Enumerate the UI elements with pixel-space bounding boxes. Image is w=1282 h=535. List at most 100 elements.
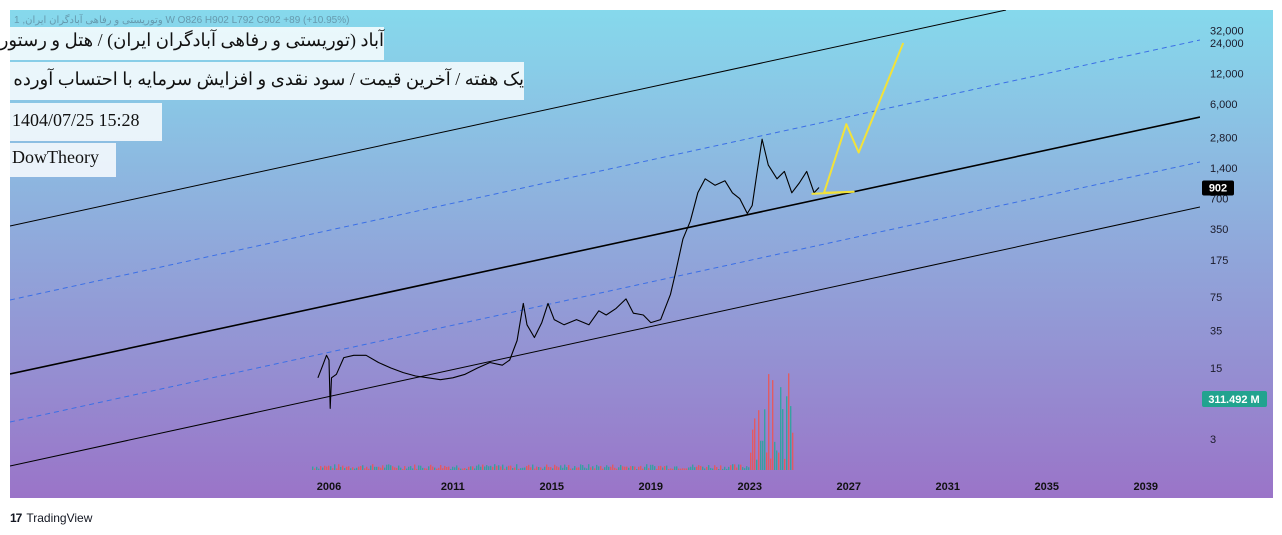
volume-bar [642, 468, 644, 470]
volume-bar [414, 464, 416, 470]
tradingview-brand-name: TradingView [26, 511, 93, 525]
volume-bar [624, 466, 626, 470]
volume-bar [584, 467, 586, 470]
x-tick-label: 2035 [1035, 481, 1059, 493]
volume-bar [598, 466, 600, 470]
volume-bar [398, 465, 400, 470]
volume-bar [638, 466, 640, 470]
volume-bar [636, 468, 638, 470]
volume-bar [402, 468, 404, 470]
volume-bar [542, 468, 544, 470]
volume-bar [506, 466, 508, 470]
volume-bar [630, 466, 632, 470]
volume-bar [522, 467, 524, 470]
volume-bar [392, 466, 394, 470]
volume-bar [390, 465, 392, 470]
volume-bar [776, 450, 778, 470]
volume-bar [544, 466, 546, 470]
volume-bar [606, 465, 608, 470]
volume-bar [574, 466, 576, 470]
volume-bar [474, 468, 476, 470]
volume-bar [334, 464, 336, 470]
volume-bar [646, 464, 648, 470]
volume-bar [612, 464, 614, 470]
volume-bar [434, 467, 436, 470]
volume-bar [616, 468, 618, 470]
volume-bar [732, 464, 734, 470]
volume-bar [658, 465, 660, 470]
volume-bar [386, 464, 388, 470]
volume-bar [326, 466, 328, 470]
volume-bar [320, 466, 322, 470]
volume-bar [530, 467, 532, 470]
volume-bar [694, 467, 696, 470]
volume-bar [498, 465, 500, 470]
volume-bar [770, 458, 772, 470]
volume-bar [556, 466, 558, 470]
volume-bar [444, 465, 446, 470]
volume-bar [558, 467, 560, 470]
volume-bar [570, 468, 572, 470]
volume-bar [724, 466, 726, 470]
volume-bar [722, 468, 724, 470]
volume-bar [418, 465, 420, 470]
volume-bar [352, 467, 354, 470]
volume-bar [476, 465, 478, 470]
volume-bar [748, 467, 750, 470]
volume-bar [450, 468, 452, 470]
volume-bar [394, 467, 396, 470]
volume-bar [734, 464, 736, 470]
regression-channel [10, 10, 1200, 467]
volume-bar [464, 468, 466, 470]
volume-bar [592, 466, 594, 470]
volume-bar [688, 467, 690, 470]
volume-bar [666, 465, 668, 470]
x-tick-label: 2027 [837, 481, 861, 493]
volume-bar [448, 466, 450, 470]
volume-bar [792, 432, 794, 470]
volume-bar [680, 468, 682, 470]
volume-bar [520, 468, 522, 470]
volume-bar [438, 467, 440, 470]
volume-bar [690, 466, 692, 470]
volume-bar [336, 468, 338, 470]
volume-bar [594, 468, 596, 470]
volume-bar [318, 468, 320, 470]
volume-bar [660, 465, 662, 470]
volume-bar [686, 468, 688, 470]
volume-bar [536, 466, 538, 470]
volume-bar [626, 466, 628, 470]
volume-bar [322, 467, 324, 470]
price-line [317, 138, 820, 409]
y-tick-label: 175 [1210, 255, 1228, 267]
chart-title: آباد (توریستی و رفاهی آبادگران ایران) / … [0, 27, 384, 60]
volume-bar [720, 465, 722, 470]
x-tick-label: 2015 [540, 481, 564, 493]
volume-bar [502, 464, 504, 470]
y-tick-label: 35 [1210, 326, 1222, 338]
volume-bar [652, 464, 654, 470]
volume-bar [512, 467, 514, 470]
volume-badge [1202, 391, 1267, 407]
volume-bar [676, 466, 678, 470]
volume-bar [712, 468, 714, 470]
volume-bar [360, 465, 362, 470]
volume-bar [702, 466, 704, 470]
volume-bar [674, 466, 676, 470]
volume-bar [426, 468, 428, 470]
volume-bar [328, 465, 330, 470]
volume-bar [354, 468, 356, 470]
volume-bar [480, 466, 482, 470]
price-series [317, 138, 820, 409]
volume-bar [790, 406, 792, 470]
tradingview-brand[interactable]: 17 TradingView [10, 510, 92, 526]
volume-bar [590, 467, 592, 470]
volume-bar [548, 466, 550, 470]
volume-bar [692, 464, 694, 470]
volume-bar [330, 466, 332, 470]
volume-bar [628, 467, 630, 470]
volume-bar [672, 468, 674, 470]
projection-line [811, 42, 905, 195]
volume-bar [618, 467, 620, 470]
volume-bar [546, 464, 548, 470]
